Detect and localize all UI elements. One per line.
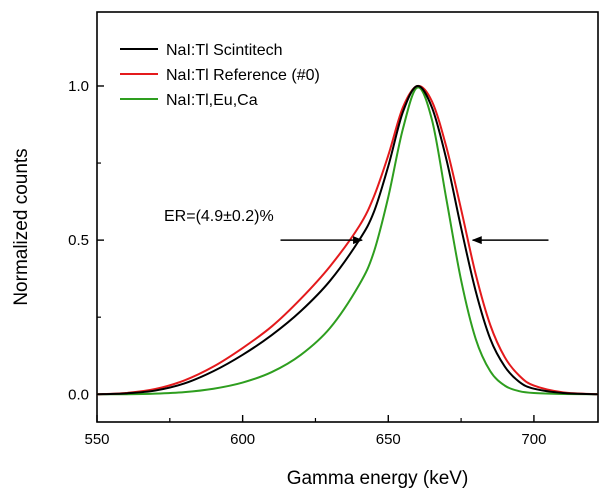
legend-label-1: NaI:Tl Scintitech	[166, 42, 282, 59]
y-tick-label: 0.0	[68, 386, 89, 403]
legend-label-2: NaI:Tl Reference (#0)	[166, 67, 320, 84]
x-tick-label: 650	[376, 431, 401, 448]
y-axis: 0.0 0.5 1.0	[68, 78, 104, 403]
plot-frame	[96, 11, 599, 423]
y-tick-label: 0.5	[68, 232, 89, 249]
legend-label-3: NaI:Tl,Eu,Ca	[166, 92, 258, 109]
x-tick-label: 700	[521, 431, 546, 448]
x-axis-title: Gamma energy (keV)	[287, 468, 469, 489]
series-line-1	[96, 84, 599, 396]
legend: NaI:Tl Scintitech NaI:Tl Reference (#0) Na…	[120, 42, 320, 109]
x-axis: 550 600 650 700	[84, 415, 546, 448]
energy-resolution-annotation: ER=(4.9±0.2)%	[164, 208, 274, 225]
annotation-layer: ER=(4.9±0.2)%	[164, 208, 549, 245]
y-tick-label: 1.0	[68, 78, 89, 95]
y-axis-title: Normalized counts	[11, 148, 32, 305]
x-tick-label: 550	[84, 431, 109, 448]
series-line-2	[96, 84, 599, 396]
series-line-3	[96, 86, 599, 396]
x-tick-label: 600	[230, 431, 255, 448]
plot-border	[96, 11, 599, 423]
series-layer	[96, 84, 599, 396]
